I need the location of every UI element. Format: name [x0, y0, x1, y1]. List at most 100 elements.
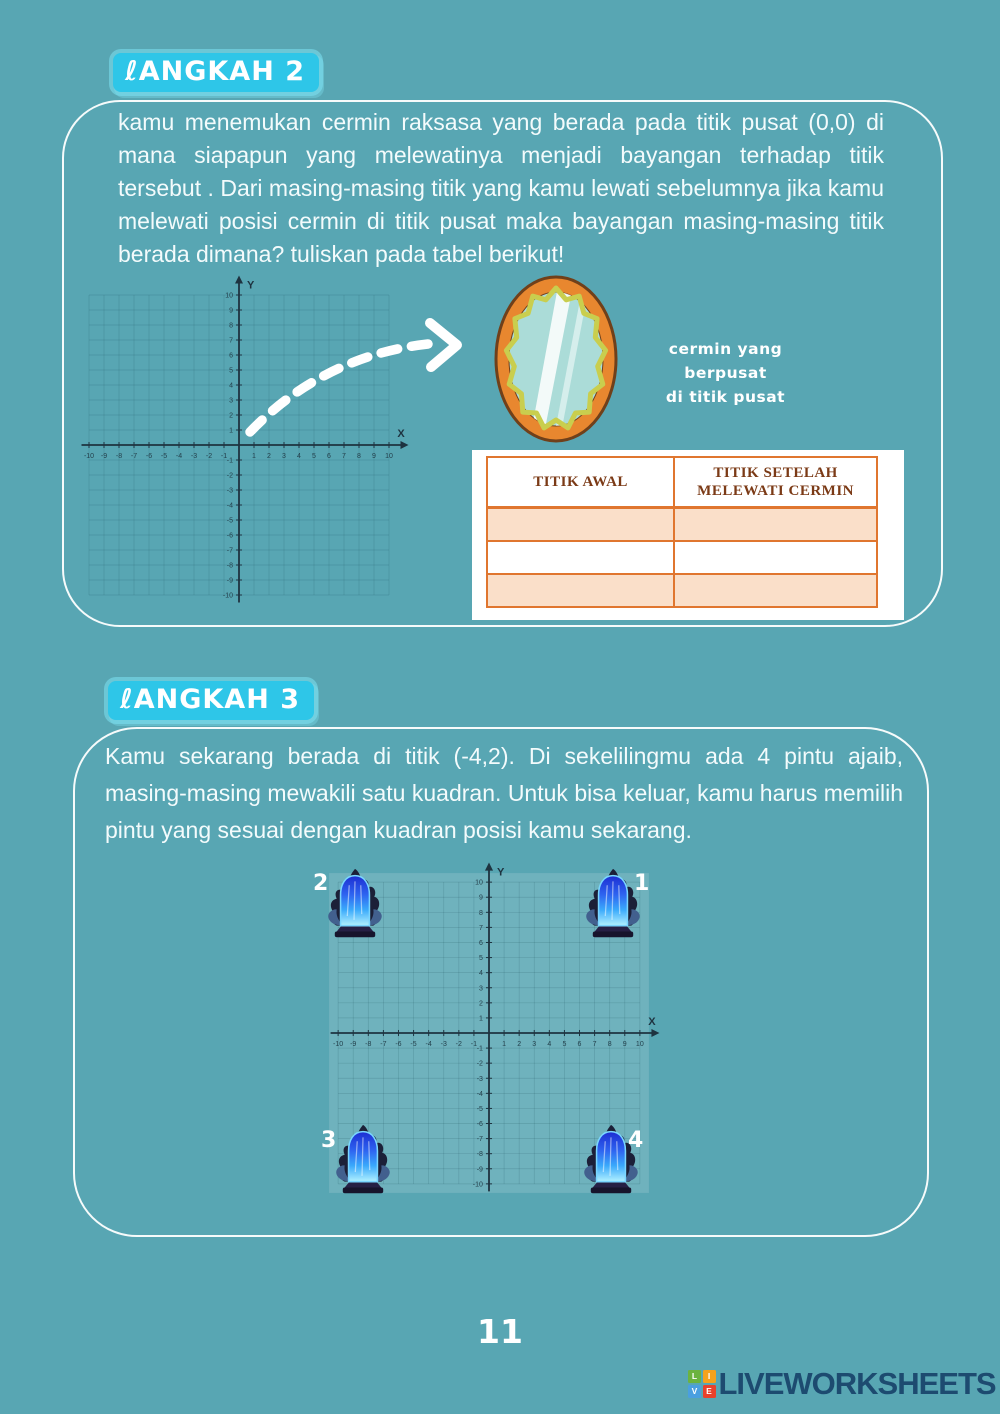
svg-text:-10: -10: [333, 1041, 343, 1048]
svg-text:7: 7: [229, 338, 233, 345]
door-number-3: 3: [321, 1128, 337, 1153]
svg-text:-6: -6: [395, 1041, 401, 1048]
svg-text:-9: -9: [227, 578, 233, 585]
svg-text:-7: -7: [131, 453, 137, 460]
svg-text:-10: -10: [473, 1181, 483, 1188]
svg-text:-5: -5: [161, 453, 167, 460]
svg-text:-8: -8: [365, 1041, 371, 1048]
answer-cell[interactable]: [673, 573, 878, 608]
answer-cell[interactable]: [673, 506, 878, 542]
svg-text:8: 8: [357, 453, 361, 460]
step2-paragraph: kamu menemukan cermin raksasa yang berad…: [118, 109, 884, 267]
answer-cell[interactable]: [485, 540, 676, 575]
answer-table-card: TITIK AWAL TITIK SETELAH MELEWATI CERMIN: [472, 450, 904, 620]
magic-door-quadrant2[interactable]: [326, 866, 384, 943]
svg-text:9: 9: [372, 453, 376, 460]
step2-coordinate-grid: -10 -9 -8 -7 -6 -5 -4 -3 -2 -1 1 2 3 4 5 6 7 8 9 10 -10 -9 -8 -…: [66, 270, 412, 620]
svg-text:5: 5: [479, 955, 483, 962]
svg-text:-1: -1: [477, 1046, 483, 1053]
svg-text:6: 6: [229, 353, 233, 360]
dashed-arrow-icon: [245, 318, 462, 437]
svg-text:7: 7: [342, 453, 346, 460]
svg-text:-1: -1: [227, 458, 233, 465]
svg-text:-4: -4: [426, 1041, 432, 1048]
svg-text:6: 6: [578, 1041, 582, 1048]
svg-text:X: X: [397, 428, 405, 440]
svg-text:1: 1: [479, 1015, 483, 1022]
svg-text:2: 2: [479, 1000, 483, 1007]
svg-text:-7: -7: [380, 1041, 386, 1048]
step3-coordinate-grid: -10 -9 -8 -7 -6 -5 -4 -3 -2 -1 1 2 3 4 5 6 7 8 9 10 -10 -9 -8 -…: [304, 857, 674, 1209]
svg-text:-3: -3: [441, 1041, 447, 1048]
svg-text:8: 8: [608, 1041, 612, 1048]
svg-text:-4: -4: [176, 453, 182, 460]
logo-squares-icon: L I V E: [688, 1370, 716, 1398]
logo-square-v: V: [688, 1384, 701, 1398]
svg-text:6: 6: [479, 940, 483, 947]
svg-text:10: 10: [475, 880, 483, 887]
svg-text:7: 7: [479, 925, 483, 932]
step3-paragraph: Kamu sekarang berada di titik (-4,2). Di…: [105, 743, 903, 843]
svg-text:-3: -3: [227, 488, 233, 495]
svg-text:-3: -3: [191, 453, 197, 460]
svg-text:-5: -5: [410, 1041, 416, 1048]
step2-title-badge: ℓANGKAH 2: [113, 53, 319, 92]
step3-panel: [73, 727, 929, 1237]
svg-text:-3: -3: [477, 1076, 483, 1083]
svg-text:3: 3: [479, 985, 483, 992]
svg-text:4: 4: [229, 383, 233, 390]
table-header-titik-setelah: TITIK SETELAH MELEWATI CERMIN: [673, 456, 878, 509]
page-number: 11: [477, 1312, 523, 1351]
table-header-titik-awal: TITIK AWAL: [485, 456, 676, 509]
svg-text:-2: -2: [206, 453, 212, 460]
svg-text:-10: -10: [84, 453, 94, 460]
liveworksheets-logo: L I V E LIVEWORKSHEETS: [688, 1366, 997, 1402]
svg-text:3: 3: [532, 1041, 536, 1048]
table-row: [485, 540, 878, 575]
svg-text:3: 3: [282, 453, 286, 460]
door-number-4: 4: [628, 1128, 644, 1153]
svg-text:2: 2: [517, 1041, 521, 1048]
svg-text:4: 4: [547, 1041, 551, 1048]
mirror-caption-line2: di titik pusat: [665, 388, 786, 406]
svg-text:5: 5: [312, 453, 316, 460]
svg-text:1: 1: [502, 1041, 506, 1048]
svg-text:-5: -5: [227, 518, 233, 525]
svg-text:-9: -9: [350, 1041, 356, 1048]
svg-text:-2: -2: [477, 1061, 483, 1068]
svg-text:-2: -2: [456, 1041, 462, 1048]
mirror-caption: cermin yang berpusat di titik pusat: [628, 337, 823, 409]
svg-text:10: 10: [385, 453, 393, 460]
magic-door-quadrant3[interactable]: [334, 1122, 392, 1199]
svg-text:-7: -7: [477, 1136, 483, 1143]
svg-text:1: 1: [252, 453, 256, 460]
svg-text:8: 8: [479, 910, 483, 917]
svg-text:5: 5: [562, 1041, 566, 1048]
svg-text:5: 5: [229, 368, 233, 375]
svg-text:Y: Y: [247, 279, 255, 291]
svg-text:9: 9: [623, 1041, 627, 1048]
svg-text:-10: -10: [223, 593, 233, 600]
svg-text:3: 3: [229, 398, 233, 405]
answer-cell[interactable]: [485, 506, 676, 542]
answer-cell[interactable]: [485, 573, 676, 608]
svg-text:-1: -1: [471, 1041, 477, 1048]
svg-text:X: X: [648, 1016, 656, 1028]
logo-square-l: L: [688, 1370, 701, 1384]
svg-text:-6: -6: [477, 1121, 483, 1128]
svg-text:-4: -4: [477, 1091, 483, 1098]
svg-text:-4: -4: [227, 503, 233, 510]
step3-title-badge: ℓANGKAH 3: [108, 681, 314, 720]
svg-text:-8: -8: [477, 1151, 483, 1158]
logo-square-e: E: [702, 1384, 716, 1398]
answer-cell[interactable]: [673, 540, 878, 575]
svg-text:Y: Y: [497, 866, 505, 878]
svg-text:-5: -5: [477, 1106, 483, 1113]
svg-text:2: 2: [229, 413, 233, 420]
svg-text:4: 4: [479, 970, 483, 977]
answer-table: TITIK AWAL TITIK SETELAH MELEWATI CERMIN: [485, 456, 878, 608]
svg-text:8: 8: [229, 323, 233, 330]
svg-text:2: 2: [267, 453, 271, 460]
table-row: [485, 573, 878, 608]
